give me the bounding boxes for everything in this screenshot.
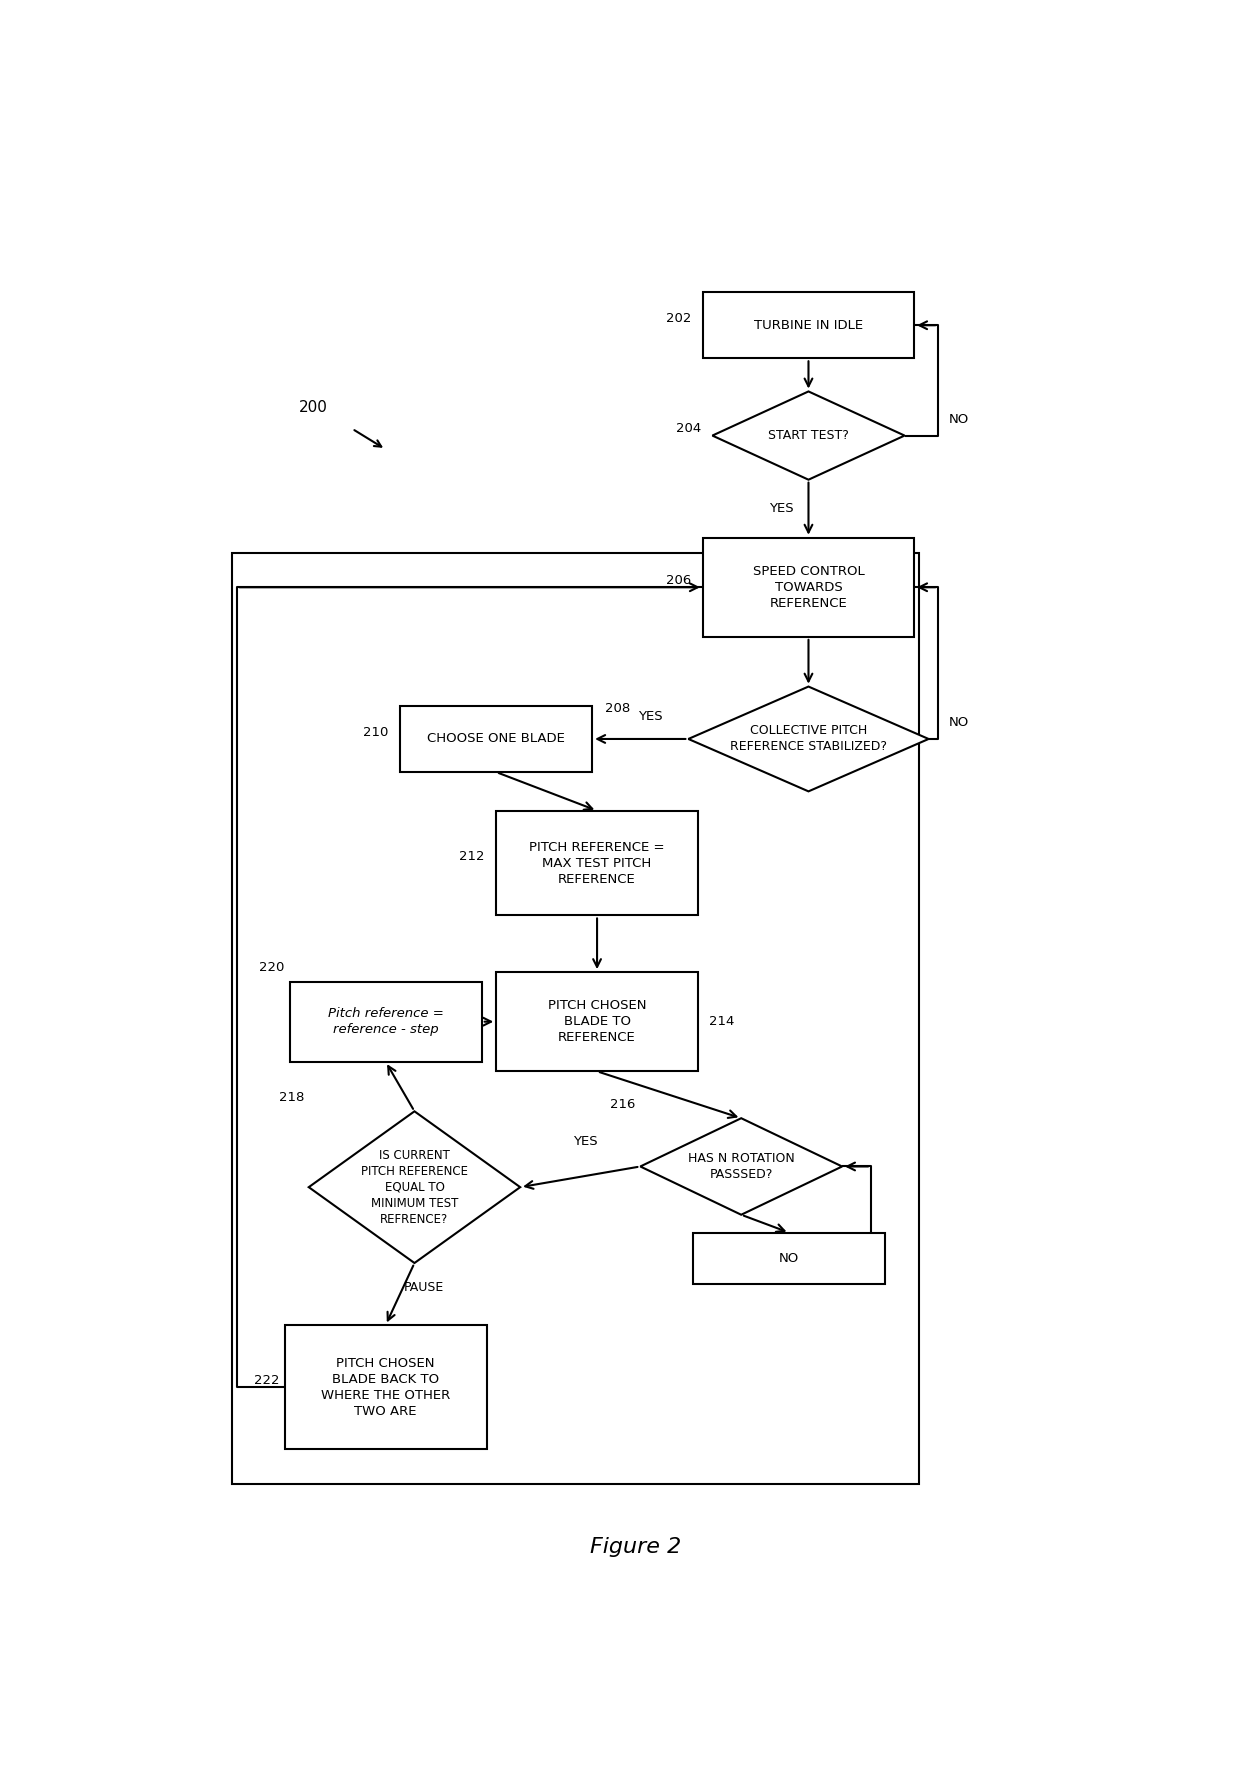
Text: 202: 202 [666, 312, 691, 324]
Text: COLLECTIVE PITCH
REFERENCE STABILIZED?: COLLECTIVE PITCH REFERENCE STABILIZED? [730, 725, 887, 754]
Polygon shape [688, 686, 929, 792]
Text: PITCH REFERENCE =
MAX TEST PITCH
REFERENCE: PITCH REFERENCE = MAX TEST PITCH REFEREN… [529, 840, 665, 885]
Text: PAUSE: PAUSE [404, 1281, 444, 1293]
Text: 206: 206 [666, 573, 691, 587]
Text: YES: YES [769, 501, 794, 516]
Text: 222: 222 [254, 1374, 280, 1386]
Text: 210: 210 [363, 725, 388, 738]
Polygon shape [713, 392, 905, 480]
Text: NO: NO [779, 1252, 800, 1264]
Text: SPEED CONTROL
TOWARDS
REFERENCE: SPEED CONTROL TOWARDS REFERENCE [753, 564, 864, 609]
Text: 208: 208 [605, 702, 631, 715]
Text: CHOOSE ONE BLADE: CHOOSE ONE BLADE [428, 733, 565, 745]
Text: 220: 220 [259, 962, 285, 974]
Text: YES: YES [573, 1135, 598, 1148]
Text: 218: 218 [279, 1091, 304, 1103]
FancyBboxPatch shape [703, 537, 914, 638]
FancyBboxPatch shape [703, 292, 914, 358]
FancyBboxPatch shape [496, 973, 698, 1071]
Text: 214: 214 [709, 1015, 735, 1028]
FancyBboxPatch shape [285, 1325, 486, 1449]
Text: PITCH CHOSEN
BLADE TO
REFERENCE: PITCH CHOSEN BLADE TO REFERENCE [548, 999, 646, 1044]
Text: PITCH CHOSEN
BLADE BACK TO
WHERE THE OTHER
TWO ARE: PITCH CHOSEN BLADE BACK TO WHERE THE OTH… [321, 1356, 450, 1418]
Text: Pitch reference =
reference - step: Pitch reference = reference - step [327, 1007, 444, 1037]
FancyBboxPatch shape [496, 811, 698, 915]
Text: HAS N ROTATION
PASSSED?: HAS N ROTATION PASSSED? [688, 1152, 795, 1180]
Text: NO: NO [950, 412, 970, 426]
Polygon shape [309, 1110, 521, 1263]
Text: 212: 212 [459, 849, 485, 863]
FancyBboxPatch shape [289, 981, 481, 1062]
Text: 200: 200 [299, 401, 329, 416]
Text: START TEST?: START TEST? [768, 430, 849, 442]
Text: IS CURRENT
PITCH REFERENCE
EQUAL TO
MINIMUM TEST
REFRENCE?: IS CURRENT PITCH REFERENCE EQUAL TO MINI… [361, 1148, 467, 1225]
Text: 204: 204 [676, 423, 701, 435]
Text: Figure 2: Figure 2 [590, 1537, 681, 1556]
Text: NO: NO [950, 716, 970, 729]
Polygon shape [640, 1118, 842, 1214]
FancyBboxPatch shape [401, 706, 593, 772]
Text: 216: 216 [610, 1098, 635, 1110]
Text: YES: YES [637, 711, 662, 724]
FancyBboxPatch shape [693, 1232, 885, 1284]
Text: TURBINE IN IDLE: TURBINE IN IDLE [754, 319, 863, 331]
